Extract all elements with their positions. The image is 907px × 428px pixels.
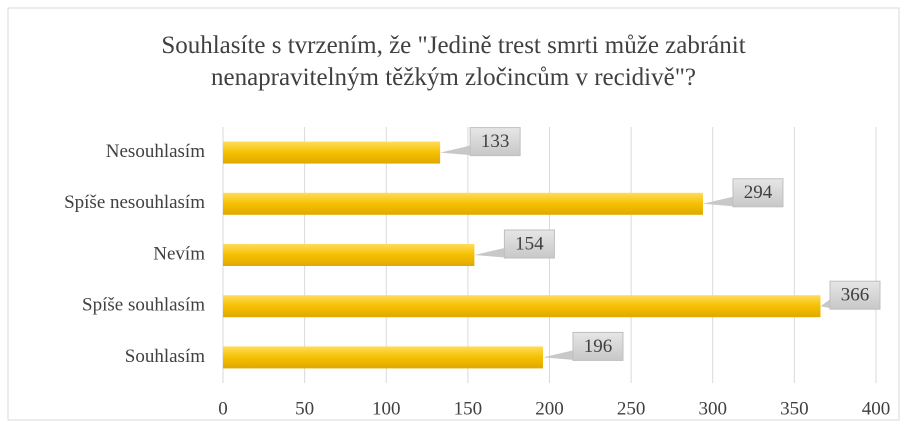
x-tick-label: 100 — [372, 398, 401, 419]
y-tick-label: Nesouhlasím — [106, 141, 205, 162]
y-tick-label: Nevím — [153, 243, 205, 264]
callout-box — [572, 331, 624, 361]
callout-pointer — [702, 196, 739, 207]
callout-box — [732, 178, 784, 208]
data-label: 154 — [515, 233, 544, 254]
bar — [223, 346, 543, 369]
callout-pointer — [542, 350, 579, 361]
chart-title: Souhlasíte s tvrzením, že "Jedině trest … — [161, 32, 746, 91]
bar — [223, 192, 703, 215]
callout-pointer — [440, 145, 477, 156]
x-tick-label: 50 — [295, 398, 314, 419]
x-tick-label: 300 — [699, 398, 728, 419]
bar — [223, 295, 821, 318]
data-label: 294 — [744, 182, 773, 203]
callout-pointer — [474, 248, 511, 258]
callout-box — [829, 280, 881, 310]
y-tick-label: Spíše nesouhlasím — [64, 192, 205, 213]
x-tick-label: 400 — [862, 398, 891, 419]
y-tick-label: Souhlasím — [125, 346, 205, 367]
bar — [223, 244, 475, 266]
callout-box — [503, 229, 555, 259]
data-label: 366 — [841, 285, 870, 306]
data-label: 133 — [481, 131, 510, 152]
y-tick-label: Spíše souhlasím — [82, 295, 205, 316]
x-tick-label: 0 — [218, 398, 228, 419]
x-tick-label: 350 — [780, 398, 809, 419]
callout-box — [469, 127, 521, 157]
data-label: 196 — [584, 336, 613, 357]
x-tick-label: 200 — [535, 398, 564, 419]
bar — [223, 141, 441, 164]
x-tick-label: 150 — [454, 398, 483, 419]
x-tick-label: 250 — [617, 398, 646, 419]
